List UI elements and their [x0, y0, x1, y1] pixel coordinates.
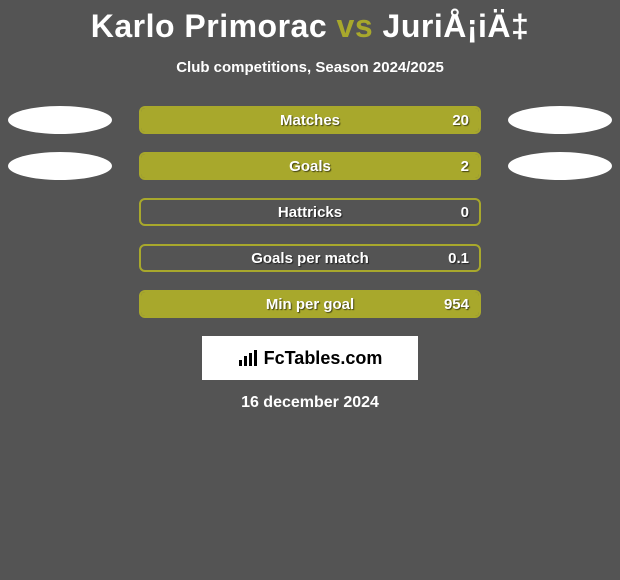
bar-label: Goals: [289, 158, 331, 175]
left-ellipse: [8, 106, 112, 134]
stat-bar: Hattricks 0: [139, 198, 481, 226]
right-ellipse: [508, 106, 612, 134]
stat-row: Goals per match 0.1: [0, 244, 620, 272]
bar-value: 0: [461, 204, 469, 221]
player2-name: JuriÅ¡iÄ‡: [383, 8, 530, 44]
bar-value: 2: [461, 158, 469, 175]
bar-label: Matches: [280, 112, 340, 129]
vs-text: vs: [337, 8, 374, 44]
stat-bar: Min per goal 954: [139, 290, 481, 318]
stat-row: Matches 20: [0, 106, 620, 134]
bar-value: 20: [452, 112, 469, 129]
stat-row: Goals 2: [0, 152, 620, 180]
stat-bar: Matches 20: [139, 106, 481, 134]
logo-box: FcTables.com: [202, 336, 418, 380]
bar-value: 0.1: [448, 250, 469, 267]
player1-name: Karlo Primorac: [91, 8, 327, 44]
infographic-container: Karlo Primorac vs JuriÅ¡iÄ‡ Club competi…: [0, 0, 620, 412]
stat-row: Hattricks 0: [0, 198, 620, 226]
bar-value: 954: [444, 296, 469, 313]
bar-label: Hattricks: [278, 204, 342, 221]
bar-label: Min per goal: [266, 296, 354, 313]
stat-bar: Goals per match 0.1: [139, 244, 481, 272]
bar-label: Goals per match: [251, 250, 369, 267]
stat-bar: Goals 2: [139, 152, 481, 180]
date-text: 16 december 2024: [0, 394, 620, 412]
stat-row: Min per goal 954: [0, 290, 620, 318]
right-ellipse: [508, 152, 612, 180]
subtitle: Club competitions, Season 2024/2025: [0, 59, 620, 76]
page-title: Karlo Primorac vs JuriÅ¡iÄ‡: [0, 8, 620, 45]
logo-text: FcTables.com: [264, 348, 383, 369]
left-ellipse: [8, 152, 112, 180]
chart-icon: [238, 349, 260, 367]
stat-rows: Matches 20 Goals 2 Hattricks 0 Goals per match…: [0, 106, 620, 318]
logo: FcTables.com: [238, 348, 383, 369]
